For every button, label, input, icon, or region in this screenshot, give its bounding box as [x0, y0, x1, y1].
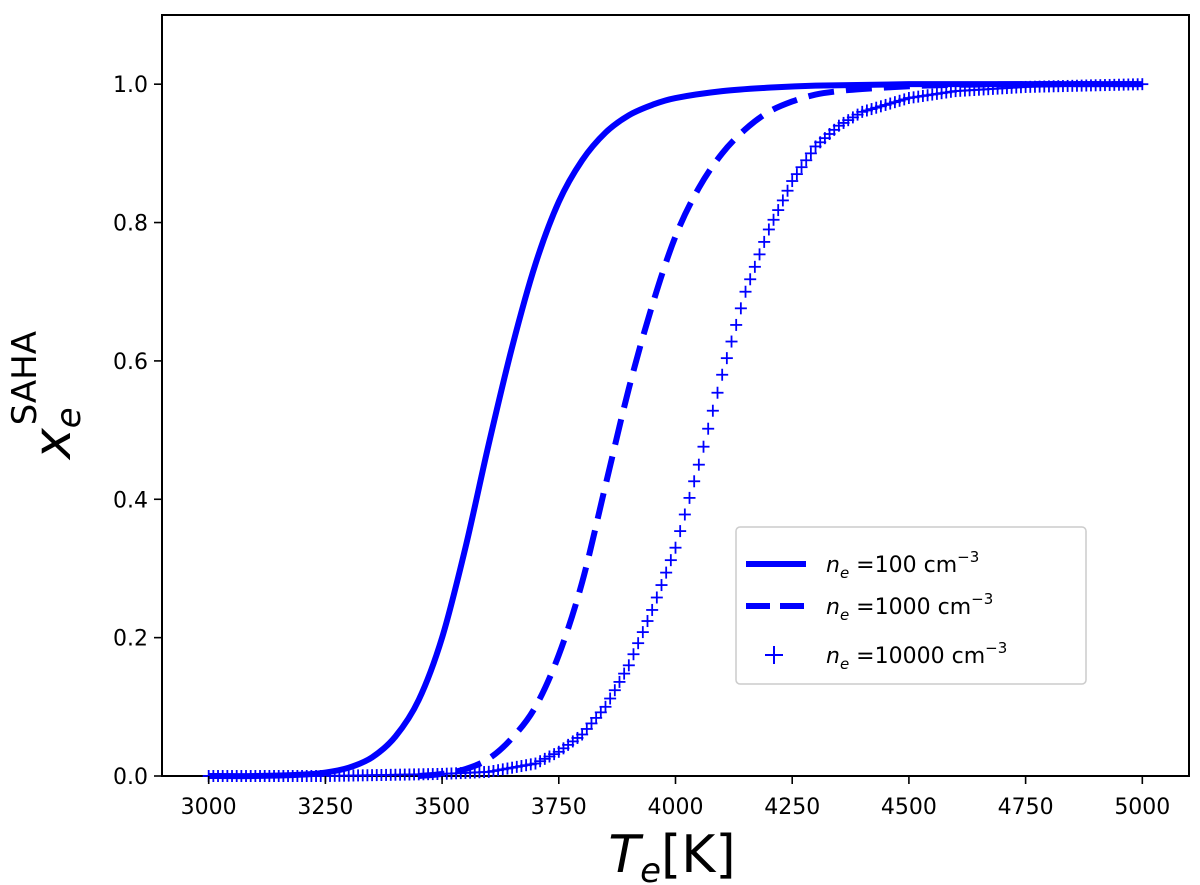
y-axis-ticks: 0.0 0.2 0.4 0.6 0.8 1.0 — [113, 73, 162, 790]
x-axis-title: Te[K] — [608, 825, 735, 885]
x-tick-label: 5000 — [1114, 795, 1170, 820]
legend-entry-2-sup: −3 — [985, 639, 1007, 657]
data-point-plus — [781, 184, 794, 197]
data-point-plus — [674, 525, 687, 538]
data-point-plus — [683, 491, 696, 504]
x-tick-label: 3500 — [414, 795, 470, 820]
x-tick-label: 4000 — [648, 795, 704, 820]
data-point-plus — [678, 508, 691, 521]
data-point-plus — [627, 648, 640, 661]
data-point-plus — [776, 194, 789, 207]
data-point-plus — [664, 554, 677, 567]
data-point-plus — [622, 659, 635, 672]
data-point-plus — [697, 440, 710, 453]
legend-entry-0-text: =100 cm — [849, 553, 957, 578]
data-point-plus — [655, 579, 668, 592]
data-point-plus — [618, 667, 631, 680]
x-axis-ticks: 3000 3250 3500 3750 4000 4250 4500 4750 5000 — [181, 776, 1170, 820]
data-point-plus — [711, 386, 724, 399]
data-point-plus — [641, 615, 654, 628]
data-point-plus — [725, 335, 738, 348]
legend-entry-2: ne =10000 cm−3 — [826, 639, 1007, 673]
series-line-dashed — [418, 81, 1143, 779]
data-point-plus — [636, 626, 649, 639]
y-tick-label: 0.2 — [113, 627, 148, 652]
data-point-plus — [748, 260, 761, 273]
legend-entry-1-sub: e — [840, 606, 849, 624]
data-point-plus — [650, 591, 663, 604]
legend-entry-1-text: =1000 cm — [849, 595, 971, 620]
series-plus-markers — [202, 78, 1149, 782]
x-tick-label: 4750 — [998, 795, 1054, 820]
legend-entry-1: ne =1000 cm−3 — [826, 590, 993, 624]
data-point-plus — [604, 692, 617, 705]
data-point-plus — [706, 404, 719, 417]
data-point-plus — [739, 285, 752, 298]
data-point-plus — [790, 168, 803, 181]
legend-entry-2-text: =10000 cm — [849, 644, 985, 669]
data-point-plus — [669, 541, 682, 554]
y-tick-label: 0.4 — [113, 488, 148, 513]
legend-entry-2-var: n — [826, 644, 840, 669]
legend-entry-2-sub: e — [840, 655, 849, 673]
data-point-plus — [795, 161, 808, 174]
legend-entry-1-sup: −3 — [971, 590, 993, 608]
legend-frame — [735, 526, 1087, 685]
series-layer — [202, 78, 1149, 782]
x-tick-label: 3750 — [531, 795, 587, 820]
data-point-plus — [730, 318, 743, 331]
data-point-plus — [767, 213, 780, 226]
data-point-plus — [744, 273, 757, 286]
y-axis-title-main: x — [23, 427, 83, 461]
data-point-plus — [632, 637, 645, 650]
data-point-plus — [753, 248, 766, 261]
series-line-solid — [208, 81, 1143, 780]
data-point-plus — [786, 175, 799, 188]
x-axis-title-main: T — [608, 825, 644, 885]
legend-swatch-plus — [765, 646, 783, 664]
x-axis-title-sub: e — [640, 851, 661, 885]
data-point-plus — [804, 147, 817, 160]
legend-entry-0: ne =100 cm−3 — [826, 548, 979, 582]
data-point-plus — [599, 700, 612, 713]
data-point-plus — [688, 475, 701, 488]
data-point-plus — [646, 603, 659, 616]
x-tick-label: 3250 — [297, 795, 353, 820]
y-tick-label: 0.8 — [113, 212, 148, 237]
data-point-plus — [613, 675, 626, 688]
legend-entry-0-sup: −3 — [957, 548, 979, 566]
y-axis-title-sub: e — [49, 407, 89, 428]
x-tick-label: 3000 — [181, 795, 237, 820]
y-tick-label: 1.0 — [113, 73, 148, 98]
data-point-plus — [720, 352, 733, 365]
x-tick-label: 4250 — [764, 795, 820, 820]
x-axis-title-unit: [K] — [661, 825, 736, 885]
legend: ne =100 cm−3 ne =1000 cm−3 ne =10000 cm−… — [735, 526, 1087, 685]
data-point-plus — [692, 458, 705, 471]
data-point-plus — [762, 223, 775, 236]
data-point-plus — [772, 204, 785, 217]
data-point-plus — [702, 422, 715, 435]
y-axis-title: xeSAHA — [5, 331, 89, 461]
data-point-plus — [758, 235, 771, 248]
legend-entry-1-var: n — [826, 595, 840, 620]
x-tick-label: 4500 — [881, 795, 937, 820]
data-point-plus — [716, 368, 729, 381]
data-point-plus — [1136, 78, 1149, 91]
y-tick-label: 0.0 — [113, 765, 148, 790]
legend-entry-0-sub: e — [840, 564, 849, 582]
data-point-plus — [660, 566, 673, 579]
y-axis-title-sup: SAHA — [5, 331, 45, 425]
data-point-plus — [608, 684, 621, 697]
legend-entry-0-var: n — [826, 553, 840, 578]
data-point-plus — [800, 154, 813, 167]
data-point-plus — [734, 302, 747, 315]
y-tick-label: 0.6 — [113, 350, 148, 375]
